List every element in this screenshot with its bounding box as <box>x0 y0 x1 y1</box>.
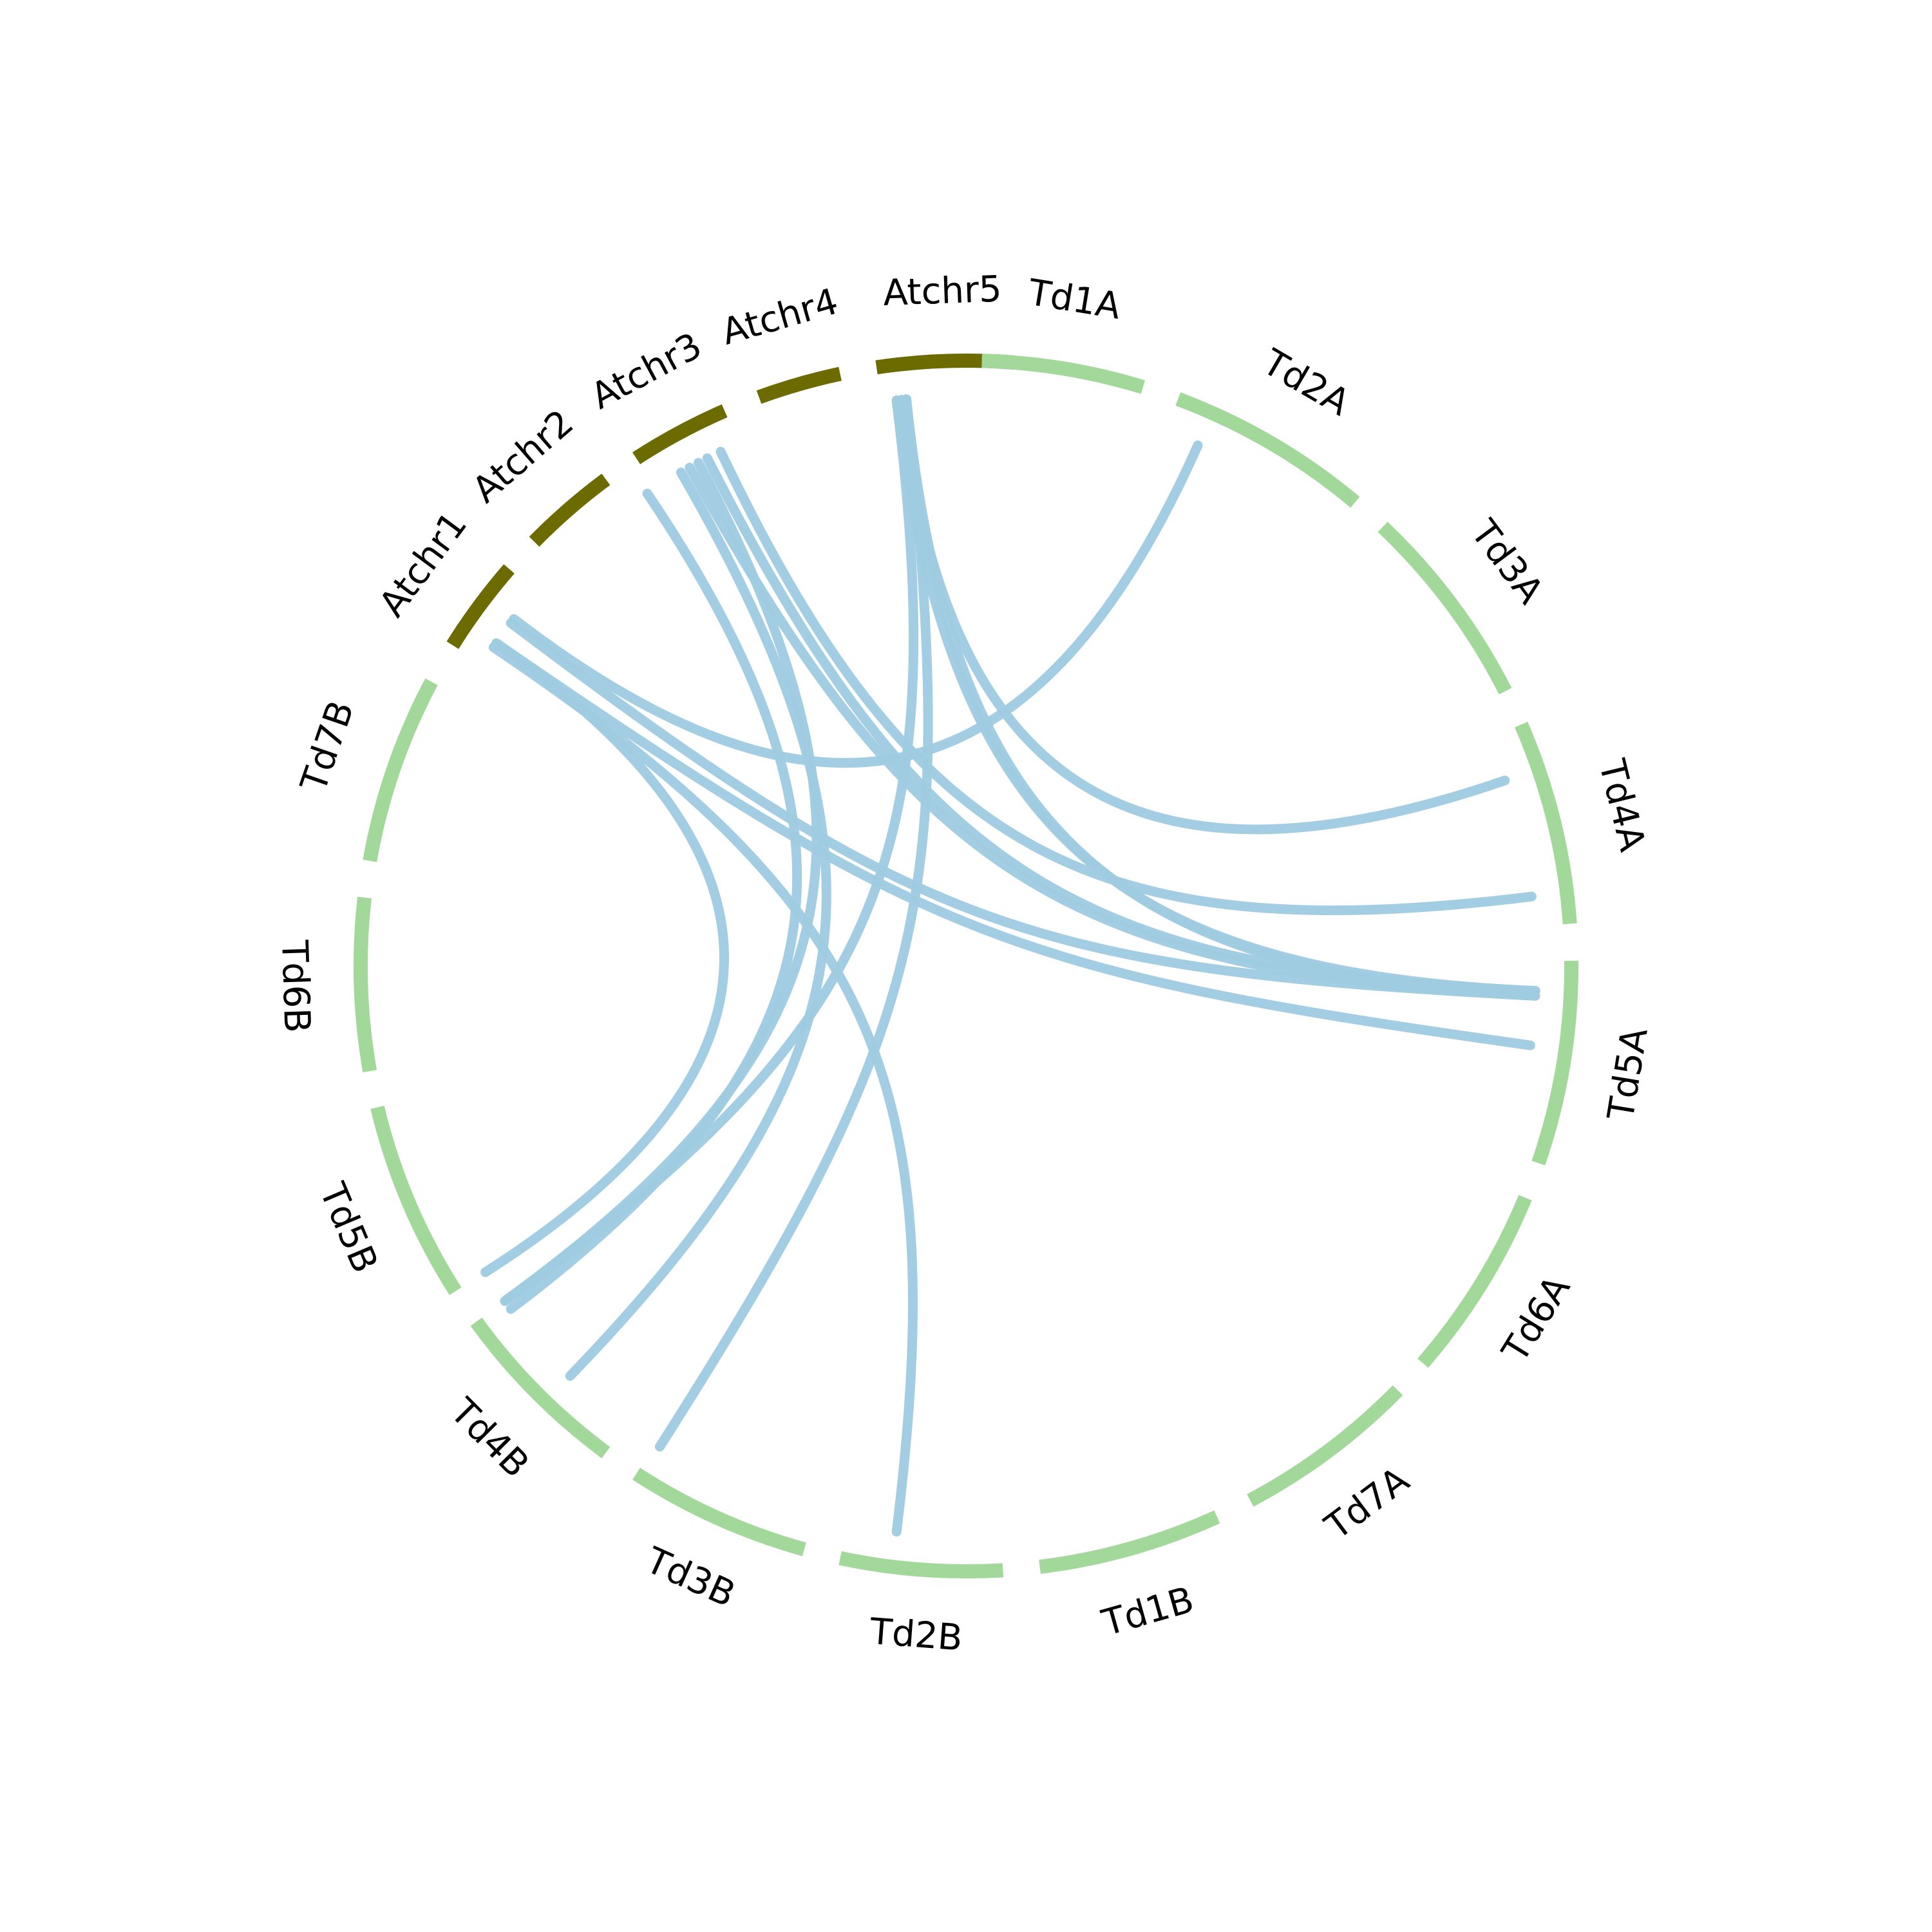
ideogram-atchr2 <box>529 473 611 547</box>
ideogram-td3b <box>632 1468 806 1557</box>
link-atchr5-td3b-15 <box>654 394 933 1452</box>
link-atchr1-td2b-2 <box>488 642 918 1537</box>
ideogram-atchr3 <box>632 404 728 464</box>
link-atchr5-td5a-13 <box>901 394 1540 1001</box>
synteny-links <box>480 394 1540 1537</box>
ideogram-atchr1 <box>446 564 515 649</box>
link-atchr1-td5b-3 <box>480 638 729 1278</box>
chromosome-ideograms <box>354 354 1578 1578</box>
ideogram-td6a <box>1417 1195 1532 1368</box>
ideogram-td2a <box>1175 392 1360 508</box>
link-atchr3-td4b-9 <box>565 468 831 1381</box>
label-atchr5: Atchr5 <box>882 269 1002 314</box>
ideogram-td2b <box>838 1551 1004 1578</box>
ideogram-td5b <box>370 1105 462 1295</box>
label-td2b: Td2B <box>868 1611 964 1660</box>
ideogram-td6b <box>354 896 377 1073</box>
link-atchr3-td4a-8 <box>715 446 1537 916</box>
ideogram-td5a <box>1531 960 1578 1166</box>
ideogram-td3a <box>1378 522 1512 695</box>
ideogram-td1a <box>981 354 1146 394</box>
ideogram-td1b <box>1039 1510 1220 1574</box>
ideogram-td4b <box>470 1318 611 1459</box>
link-atchr5-td5b-14 <box>500 395 919 1306</box>
ideogram-td7a <box>1247 1385 1403 1507</box>
link-atchr1-td5a-0 <box>491 638 1535 1050</box>
ideogram-td7b <box>363 678 438 862</box>
ideogram-td4a <box>1514 721 1577 925</box>
ideogram-atchr4 <box>756 366 842 404</box>
label-td6b: Td6B <box>273 939 317 1034</box>
